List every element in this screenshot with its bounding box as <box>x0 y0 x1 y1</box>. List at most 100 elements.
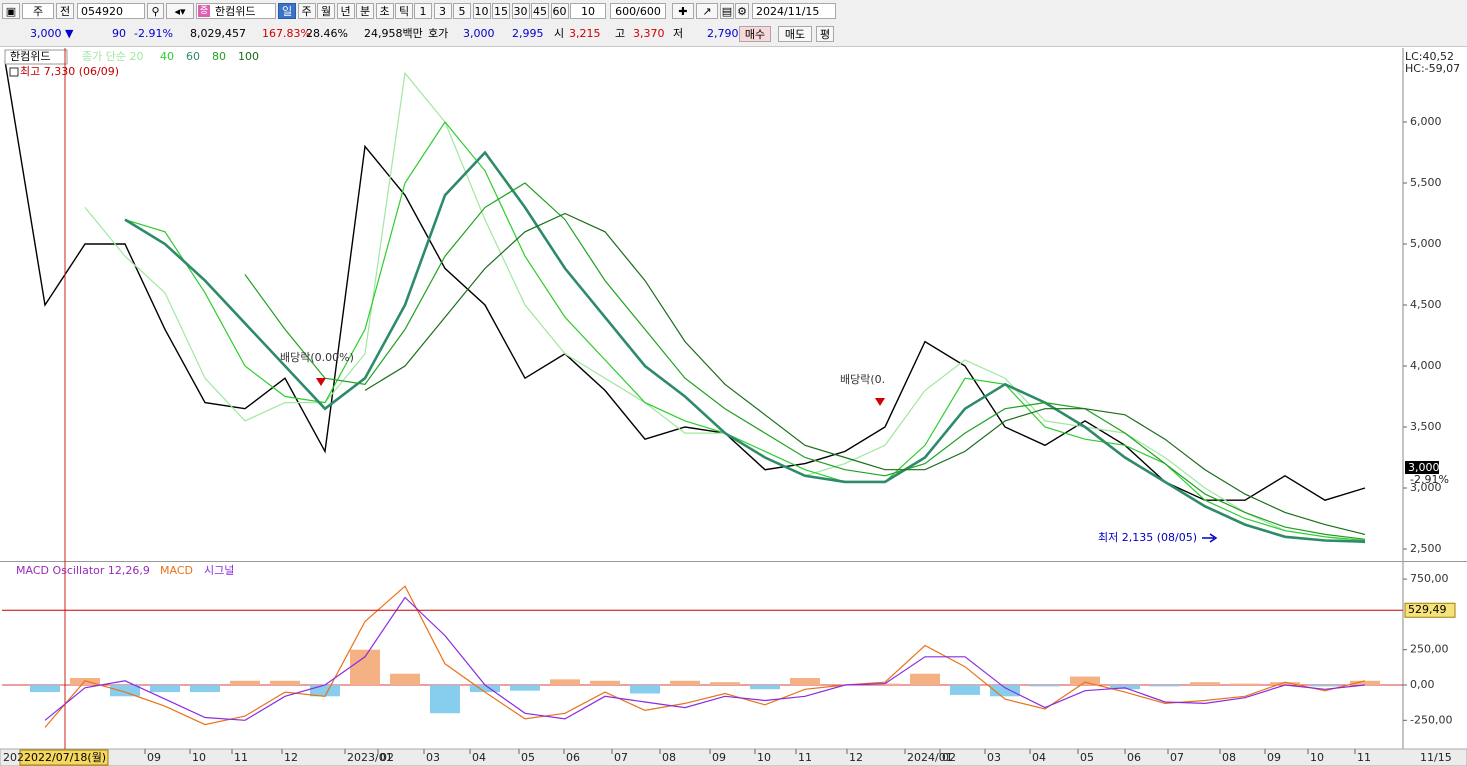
period-button[interactable]: 일 <box>278 3 296 19</box>
legend-entry: 40 <box>160 50 174 63</box>
x-tick-label: 04 <box>472 751 486 764</box>
legend-box <box>4 49 68 65</box>
interval-button[interactable]: 60 <box>550 3 569 19</box>
sell-button[interactable]: 매도 <box>778 26 812 42</box>
y-tick-label: 4,000 <box>1410 359 1442 372</box>
interval-input[interactable]: 10 <box>570 3 606 19</box>
interval-button[interactable]: 15 <box>492 3 510 19</box>
low: 2,790 <box>707 27 739 40</box>
period-button[interactable]: 년 <box>336 3 355 19</box>
tool[interactable]: ✚ <box>672 3 694 19</box>
period-button[interactable]: 분 <box>356 3 374 19</box>
legend-entry: 60 <box>186 50 200 63</box>
change: 90 <box>112 27 126 40</box>
y-tick-label: 250,00 <box>1410 643 1449 656</box>
oscillator-bar <box>790 677 820 686</box>
last-price-box <box>1405 461 1439 475</box>
x-tick-label: 02 <box>942 751 956 764</box>
y-tick-label: 0,00 <box>1410 678 1435 691</box>
indicator-line <box>244 182 1366 540</box>
x-tick-label: 06 <box>1127 751 1141 764</box>
y-tick-label: 5,500 <box>1410 176 1442 189</box>
oscillator-bar <box>670 680 700 686</box>
interval-button[interactable]: 1 <box>414 3 432 19</box>
x-tick-label: 10 <box>1310 751 1324 764</box>
volume-ratio: 167.83% <box>262 27 311 40</box>
tool[interactable]: ⚙ <box>735 3 749 19</box>
interval-button[interactable]: 3 <box>433 3 452 19</box>
avg-button[interactable]: 평 <box>816 26 834 42</box>
badge: 증 <box>198 5 210 17</box>
open-label: 시 <box>554 27 565 40</box>
last-change: -2.91% <box>1410 473 1449 486</box>
cursor-label-box <box>19 749 109 766</box>
x-tick-label: 04 <box>1032 751 1046 764</box>
scope[interactable]: 전 <box>56 3 74 19</box>
tool[interactable]: ▤ <box>720 3 734 19</box>
x-tick-label: 08 <box>662 751 676 764</box>
y-tick-label: 3,500 <box>1410 420 1442 433</box>
x-tick-label: 05 <box>521 751 535 764</box>
oscillator-bar <box>910 673 940 686</box>
ask: 3,000 <box>463 27 495 40</box>
interval-button[interactable]: 30 <box>511 3 530 19</box>
high-label: 고 <box>615 27 626 40</box>
legend-entry: 80 <box>212 50 226 63</box>
market-select[interactable]: 주 <box>22 3 54 19</box>
indicator-line <box>124 150 1366 543</box>
count[interactable]: 600/600 <box>610 3 666 19</box>
code-input[interactable]: 054920 <box>77 3 145 19</box>
buy-button[interactable]: 매수 <box>739 26 771 42</box>
oscillator-bar <box>270 680 300 686</box>
oscillator-bar <box>390 673 420 686</box>
reference-label-box <box>1404 602 1456 618</box>
interval-button[interactable]: 10 <box>472 3 491 19</box>
indicator-title: MACD Oscillator 12,26,9 <box>16 564 150 577</box>
x-tick-label: 03 <box>987 751 1001 764</box>
x-start-label: 202 <box>3 751 24 764</box>
marker <box>9 67 19 77</box>
indicator-line <box>364 212 1366 535</box>
period-button[interactable]: 월 <box>317 3 335 19</box>
cursor-label: 2022/07/18(월) <box>24 751 106 764</box>
high: 3,370 <box>633 27 665 40</box>
x-tick-label: 07 <box>614 751 628 764</box>
x-tick-label: 12 <box>284 751 298 764</box>
corner-label: LC:40,52 <box>1405 50 1454 63</box>
oscillator-bar <box>310 685 340 697</box>
icon[interactable]: ▣ <box>2 3 20 19</box>
legend-entry: 한컴위드 <box>10 50 50 63</box>
oscillator-bar <box>510 685 540 691</box>
oscillator-bar <box>990 685 1020 697</box>
x-tick-label: 11 <box>798 751 812 764</box>
oscillator-bar <box>590 680 620 686</box>
oscillator-bar <box>1230 683 1260 686</box>
y-tick-label: 3,000 <box>1410 481 1442 494</box>
y-tick-label: 6,000 <box>1410 115 1442 128</box>
x-tick-label: 09 <box>1267 751 1281 764</box>
interval-button[interactable]: 5 <box>453 3 471 19</box>
date[interactable]: 2024/11/15 <box>752 3 836 19</box>
indicator-line <box>124 120 1366 542</box>
sound[interactable]: ◂▾ <box>166 3 194 19</box>
reference-label: 529,49 <box>1408 603 1447 616</box>
last-price: 3,000 <box>1408 461 1440 474</box>
period-button[interactable]: 주 <box>297 3 316 19</box>
search[interactable]: ⚲ <box>147 3 164 19</box>
interval-button[interactable]: 45 <box>531 3 549 19</box>
oscillator-bar <box>1070 676 1100 686</box>
x-tick-label: 10 <box>192 751 206 764</box>
y-tick-label: 750,00 <box>1410 572 1449 585</box>
x-tick-label: 03 <box>426 751 440 764</box>
period-button[interactable]: 초 <box>375 3 394 19</box>
oscillator-bar <box>230 680 260 686</box>
oscillator-bar <box>950 685 980 695</box>
legend-entry: 100 <box>238 50 259 63</box>
x-tick-label: 06 <box>566 751 580 764</box>
period-button[interactable]: 틱 <box>395 3 413 19</box>
oscillator-bar <box>550 679 580 686</box>
tool[interactable]: ↗ <box>696 3 718 19</box>
